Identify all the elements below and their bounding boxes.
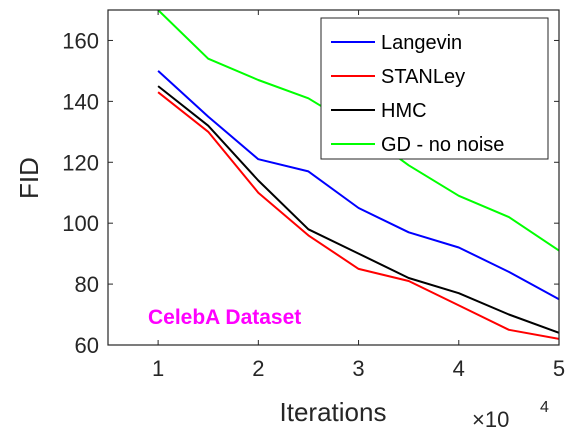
x-multiplier-exponent: 4: [540, 399, 549, 416]
y-tick-label: 80: [75, 272, 99, 297]
x-tick-label: 1: [152, 356, 164, 381]
series-line-stanley: [157, 91, 559, 340]
x-tick-label: 2: [252, 356, 264, 381]
y-tick-label: 140: [62, 89, 99, 114]
y-tick-label: 160: [62, 28, 99, 53]
x-multiplier: ×10 4: [472, 399, 549, 432]
legend-label-langevin: Langevin: [381, 32, 462, 54]
y-tick-label: 60: [75, 333, 99, 358]
plot-frame: [107, 9, 560, 346]
x-tick-label: 4: [453, 356, 465, 381]
legend-label-gd-no-noise: GD - no noise: [381, 134, 504, 156]
series-line-hmc: [157, 85, 559, 334]
x-multiplier-base: ×10: [472, 407, 509, 432]
dataset-annotation: CelebA Dataset: [148, 306, 301, 329]
legend: Langevin STANLey HMC GD - no noise: [320, 17, 549, 160]
series-line-langevin: [157, 70, 559, 301]
y-tick-label: 100: [62, 211, 99, 236]
y-axis-label: FID: [14, 157, 44, 199]
x-tick-label: 3: [352, 356, 364, 381]
x-axis-label: Iterations: [280, 397, 387, 427]
x-tick-label: 5: [553, 356, 565, 381]
legend-label-hmc: HMC: [381, 100, 427, 122]
y-tick-label: 120: [62, 150, 99, 175]
legend-label-stanley: STANLey: [381, 66, 465, 88]
ticks-layer: 1 2 3 4 5 60 80 100 120 140 160: [62, 10, 565, 381]
